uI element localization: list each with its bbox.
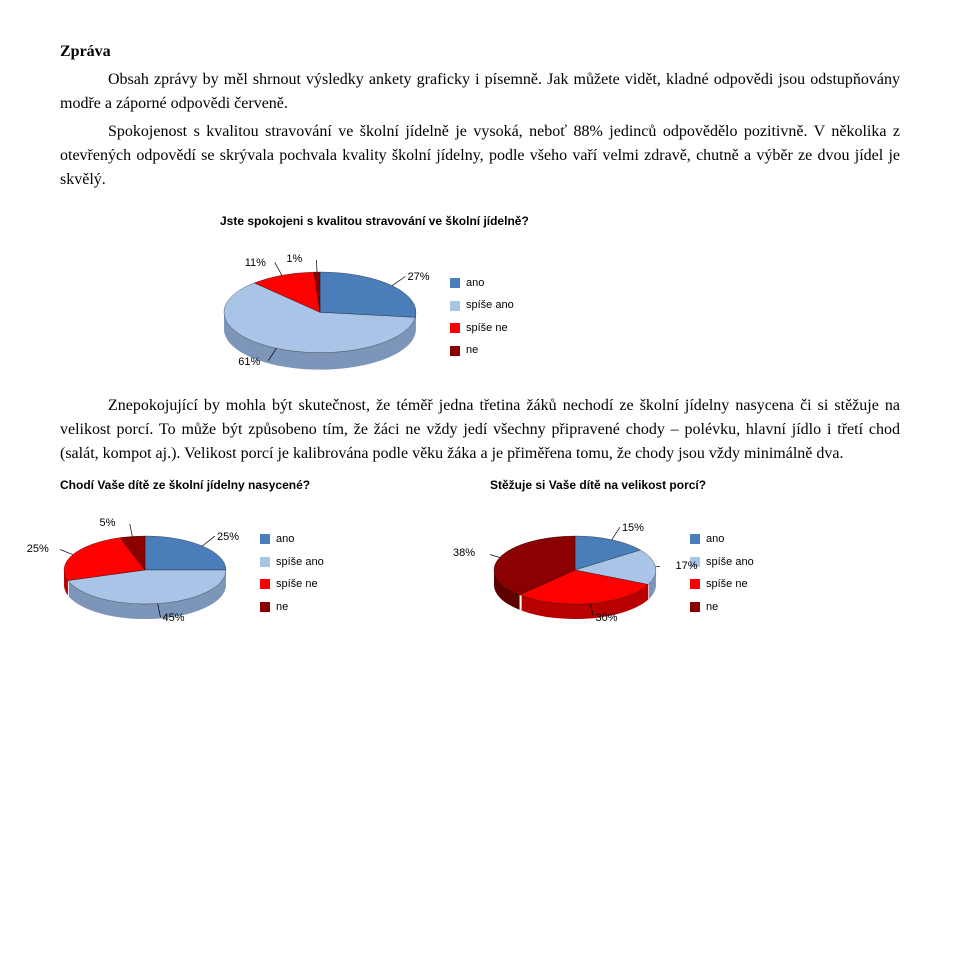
pct-label: 45% <box>162 610 184 627</box>
legend-item: spíše ano <box>450 297 514 314</box>
pct-label: 27% <box>408 269 430 286</box>
legend-label: ano <box>276 531 294 548</box>
legend-label: spíše ne <box>466 320 508 337</box>
pct-label: 15% <box>622 520 644 537</box>
pct-label: 25% <box>27 541 49 558</box>
legend-label: ne <box>466 342 478 359</box>
pie-chart: 15%17%30%38% <box>490 524 660 623</box>
legend-item: spíše ano <box>260 554 324 571</box>
legend-label: spíše ne <box>706 576 748 593</box>
legend: ano spíše ano spíše ne ne <box>450 269 514 365</box>
legend-label: ne <box>706 599 718 616</box>
legend-swatch <box>260 557 270 567</box>
chart-title: Stěžuje si Vaše dítě na velikost porcí? <box>490 476 900 494</box>
legend-swatch <box>690 579 700 589</box>
pie-chart: 27%61%11%1% <box>220 260 420 374</box>
legend-swatch <box>690 602 700 612</box>
legend: ano spíše ano spíše ne ne <box>260 525 324 621</box>
legend-item: spíše ne <box>260 576 324 593</box>
pct-label: 61% <box>238 354 260 371</box>
legend-item: ano <box>450 275 514 292</box>
legend-item: spíše ne <box>450 320 514 337</box>
pct-label: 1% <box>286 251 302 268</box>
legend-label: spíše ano <box>466 297 514 314</box>
legend-item: spíše ano <box>690 554 754 571</box>
legend-swatch <box>450 301 460 311</box>
legend-item: spíše ne <box>690 576 754 593</box>
chart-title: Jste spokojeni s kvalitou stravování ve … <box>220 212 740 230</box>
pie-chart: 25%45%25%5% <box>60 524 230 623</box>
legend-item: ne <box>450 342 514 359</box>
legend-swatch <box>450 323 460 333</box>
chart-title: Chodí Vaše dítě ze školní jídelny nasyce… <box>60 476 470 494</box>
legend-label: spíše ne <box>276 576 318 593</box>
legend-label: ano <box>706 531 724 548</box>
pct-label: 5% <box>100 515 116 532</box>
pct-label: 25% <box>217 529 239 546</box>
paragraph-2: Spokojenost s kvalitou stravování ve ško… <box>60 120 900 192</box>
pct-label: 30% <box>596 610 618 627</box>
paragraph-3: Znepokojující by mohla být skutečnost, ž… <box>60 394 900 466</box>
legend-label: spíše ano <box>276 554 324 571</box>
legend-swatch <box>260 534 270 544</box>
pct-label: 17% <box>676 558 698 575</box>
legend-item: ano <box>260 531 324 548</box>
legend-item: ne <box>690 599 754 616</box>
legend-swatch <box>690 534 700 544</box>
legend-swatch <box>450 278 460 288</box>
legend-label: spíše ano <box>706 554 754 571</box>
legend-item: ne <box>260 599 324 616</box>
legend-item: ano <box>690 531 754 548</box>
pct-label: 11% <box>245 255 266 272</box>
paragraph-1: Obsah zprávy by měl shrnout výsledky ank… <box>60 68 900 116</box>
chart-portion: Stěžuje si Vaše dítě na velikost porcí? … <box>490 476 900 623</box>
chart-satiated: Chodí Vaše dítě ze školní jídelny nasyce… <box>60 476 470 623</box>
heading: Zpráva <box>60 40 900 64</box>
legend-label: ano <box>466 275 484 292</box>
pct-label: 38% <box>453 545 475 562</box>
legend-label: ne <box>276 599 288 616</box>
legend-swatch <box>450 346 460 356</box>
legend: ano spíše ano spíše ne ne <box>690 525 754 621</box>
chart-satisfaction: Jste spokojeni s kvalitou stravování ve … <box>220 212 740 374</box>
legend-swatch <box>260 579 270 589</box>
legend-swatch <box>260 602 270 612</box>
